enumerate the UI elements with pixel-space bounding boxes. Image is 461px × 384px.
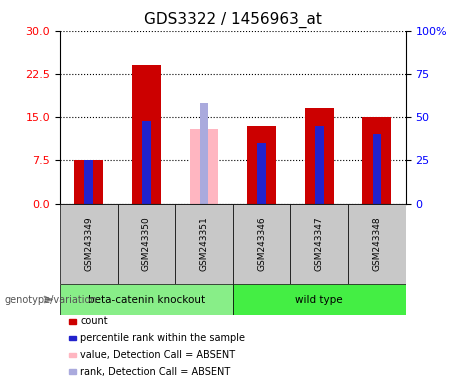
Text: GSM243350: GSM243350 xyxy=(142,217,151,271)
Bar xyxy=(60,284,233,315)
Bar xyxy=(372,134,381,204)
Text: wild type: wild type xyxy=(296,295,343,305)
Bar xyxy=(233,284,406,315)
Bar xyxy=(233,204,290,284)
Text: rank, Detection Call = ABSENT: rank, Detection Call = ABSENT xyxy=(80,367,230,377)
Bar xyxy=(200,103,208,204)
Title: GDS3322 / 1456963_at: GDS3322 / 1456963_at xyxy=(144,12,322,28)
Bar xyxy=(189,129,219,204)
Text: GSM243351: GSM243351 xyxy=(200,217,208,271)
Text: value, Detection Call = ABSENT: value, Detection Call = ABSENT xyxy=(80,350,236,360)
Bar xyxy=(305,109,334,204)
Bar xyxy=(84,161,93,204)
Bar xyxy=(348,204,406,284)
Text: genotype/variation: genotype/variation xyxy=(5,295,97,305)
Bar xyxy=(362,117,391,204)
Bar xyxy=(257,143,266,204)
Bar xyxy=(132,65,161,204)
Bar xyxy=(247,126,276,204)
Text: GSM243348: GSM243348 xyxy=(372,217,381,271)
Text: GSM243349: GSM243349 xyxy=(84,217,93,271)
Text: percentile rank within the sample: percentile rank within the sample xyxy=(80,333,245,343)
Text: GSM243347: GSM243347 xyxy=(315,217,324,271)
Bar xyxy=(175,204,233,284)
Text: beta-catenin knockout: beta-catenin knockout xyxy=(88,295,205,305)
Bar xyxy=(60,204,118,284)
Text: count: count xyxy=(80,316,108,326)
Bar xyxy=(118,204,175,284)
Bar xyxy=(142,121,151,204)
Text: GSM243346: GSM243346 xyxy=(257,217,266,271)
Bar xyxy=(315,126,324,204)
Bar xyxy=(290,204,348,284)
Bar xyxy=(74,161,103,204)
